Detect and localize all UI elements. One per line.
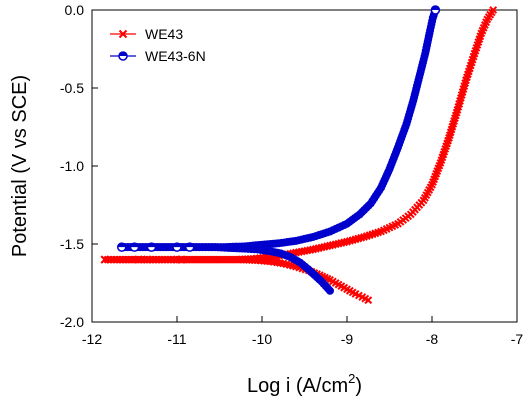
legend: WE43 WE43-6N [110, 26, 206, 64]
x-tick-label: -11 [167, 331, 186, 347]
data-point [143, 255, 152, 264]
legend-label-we43-6n: WE43-6N [145, 48, 206, 64]
x-tick-label: -9 [341, 331, 354, 347]
x-axis-title: Log i (A/cm2) [247, 371, 362, 397]
axis-ticks [91, 9, 518, 323]
data-point [489, 6, 498, 14]
data-point [100, 255, 109, 264]
data-point-fill [431, 6, 440, 10]
data-point-fill [117, 243, 126, 248]
x-tick-label: -7 [511, 331, 524, 347]
tick-labels: -12 -11 -10 -9 -8 -7 0.0 -0.5 -1.0 -1.5 -2.0 [60, 2, 524, 347]
x-axis-title-main: Log i (A/cm [247, 375, 348, 397]
x-tick-label: -8 [426, 331, 439, 347]
legend-entry-we43: WE43 [110, 26, 183, 42]
y-tick-label: -2.0 [60, 314, 84, 330]
data-point-fill [173, 243, 181, 248]
data-point [177, 255, 186, 264]
series-we43-6n [117, 5, 441, 295]
y-axis-title: Potential (V vs SCE) [9, 75, 31, 257]
legend-entry-we43-6n: WE43-6N [110, 48, 206, 64]
x-axis-title-sup: 2 [348, 371, 355, 386]
legend-marker-we43-6n-fill [119, 52, 127, 56]
data-point-fill [130, 243, 139, 248]
y-tick-label: -1.0 [60, 158, 84, 174]
y-tick-label: -0.5 [60, 80, 84, 96]
legend-label-we43: WE43 [145, 26, 183, 42]
y-tick-label: -1.5 [60, 236, 84, 252]
data-point-fill [147, 243, 156, 248]
x-tick-label: -10 [252, 331, 272, 347]
y-tick-label: 0.0 [65, 2, 85, 18]
x-axis-title-close: ) [355, 375, 362, 397]
data-point-fill [185, 243, 194, 248]
x-tick-label: -12 [82, 331, 102, 347]
data-series [100, 5, 498, 305]
data-point [134, 255, 143, 264]
legend-marker-we43 [118, 29, 128, 39]
